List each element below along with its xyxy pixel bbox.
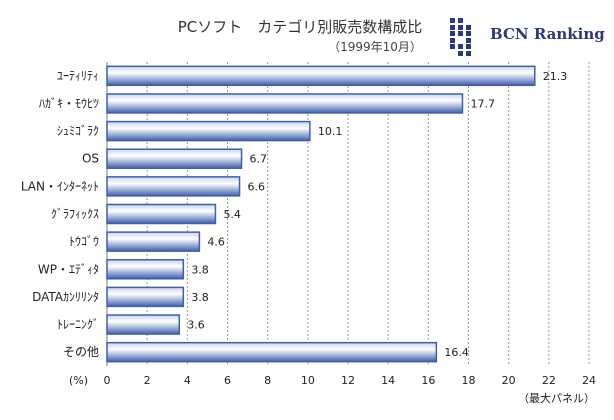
data-label: 16.4	[444, 346, 469, 359]
logo-dot	[466, 31, 471, 36]
logo-dot	[458, 24, 463, 30]
category-label: OS	[82, 152, 99, 166]
x-tick-label: 0	[104, 374, 111, 387]
bar	[106, 120, 311, 142]
category-label: ｸﾞﾗﾌｨｯｸｽ	[51, 207, 99, 221]
x-tick-label: 24	[582, 374, 596, 387]
logo-dot	[450, 24, 455, 30]
data-label: 5.4	[223, 208, 241, 221]
category-label: ﾄｳｺﾞｳ	[69, 235, 99, 249]
x-tick-label: 6	[224, 374, 231, 387]
category-label: ﾄﾚｰﾆﾝｸﾞ	[57, 318, 99, 332]
data-label: 6.7	[250, 153, 268, 166]
logo-dot	[450, 44, 455, 49]
bar	[106, 203, 217, 225]
logo-dot	[466, 24, 471, 30]
x-tick-label: 16	[421, 374, 435, 387]
logo-dot	[450, 18, 455, 23]
data-label: 21.3	[543, 70, 568, 83]
logo-dot	[458, 31, 463, 36]
logo-dot	[458, 18, 463, 23]
category-label: WP・ｴﾃﾞｨﾀ	[38, 262, 99, 276]
bar	[106, 259, 185, 280]
x-axis-unit: (%)	[69, 374, 89, 387]
data-label: 17.7	[470, 97, 495, 110]
x-tick-label: 12	[341, 374, 355, 387]
category-label: DATAｶﾝﾘﾘﾝﾀ	[32, 290, 99, 304]
bars	[106, 65, 536, 363]
category-label: LAN・ｲﾝﾀｰﾈｯﾄ	[21, 179, 99, 193]
x-tick-label: 22	[542, 374, 556, 387]
x-tick-label: 14	[381, 374, 395, 387]
x-tick-label: 4	[184, 374, 191, 387]
x-tick-label: 8	[264, 374, 271, 387]
category-label: ﾕｰﾃｨﾘﾃｨ	[57, 69, 99, 83]
x-tick-label: 20	[502, 374, 516, 387]
logo-dot	[458, 50, 463, 56]
data-label: 3.6	[187, 319, 205, 332]
logo-dot	[450, 37, 455, 43]
logo-dots-icon	[450, 18, 486, 56]
logo-text: BCN Ranking	[490, 25, 605, 43]
chart-title: PCソフト カテゴリ別販売数構成比	[177, 18, 423, 36]
bar	[106, 176, 241, 197]
bar	[106, 341, 438, 363]
data-label: 4.6	[207, 236, 225, 249]
bar	[106, 65, 536, 87]
category-label: ｼｭﾐｺﾞﾗｸ	[57, 124, 99, 138]
data-label: 3.8	[191, 291, 209, 304]
bar	[106, 231, 201, 252]
data-label: 10.1	[318, 125, 343, 138]
logo-dot	[466, 50, 471, 56]
bar	[106, 286, 185, 308]
chart-subtitle: （1999年10月）	[328, 40, 422, 54]
data-label: 6.6	[248, 180, 265, 193]
x-tick-label: 10	[301, 374, 315, 387]
data-label: 3.8	[191, 263, 209, 276]
footnote: （最大パネル）	[518, 392, 595, 405]
bar	[106, 148, 243, 169]
logo-dot	[458, 44, 463, 49]
category-label: ﾊｶﾞｷ・ﾓｳﾋﾂ	[39, 96, 99, 110]
bar	[106, 314, 181, 335]
logo-dot	[466, 37, 471, 43]
category-label: その他	[63, 345, 99, 359]
x-tick-label: 18	[462, 374, 476, 387]
logo-dot	[450, 31, 455, 36]
bcn-ranking-logo: BCN Ranking	[450, 18, 612, 56]
bar	[106, 93, 464, 114]
logo-dot	[466, 44, 471, 49]
x-tick-label: 2	[144, 374, 151, 387]
